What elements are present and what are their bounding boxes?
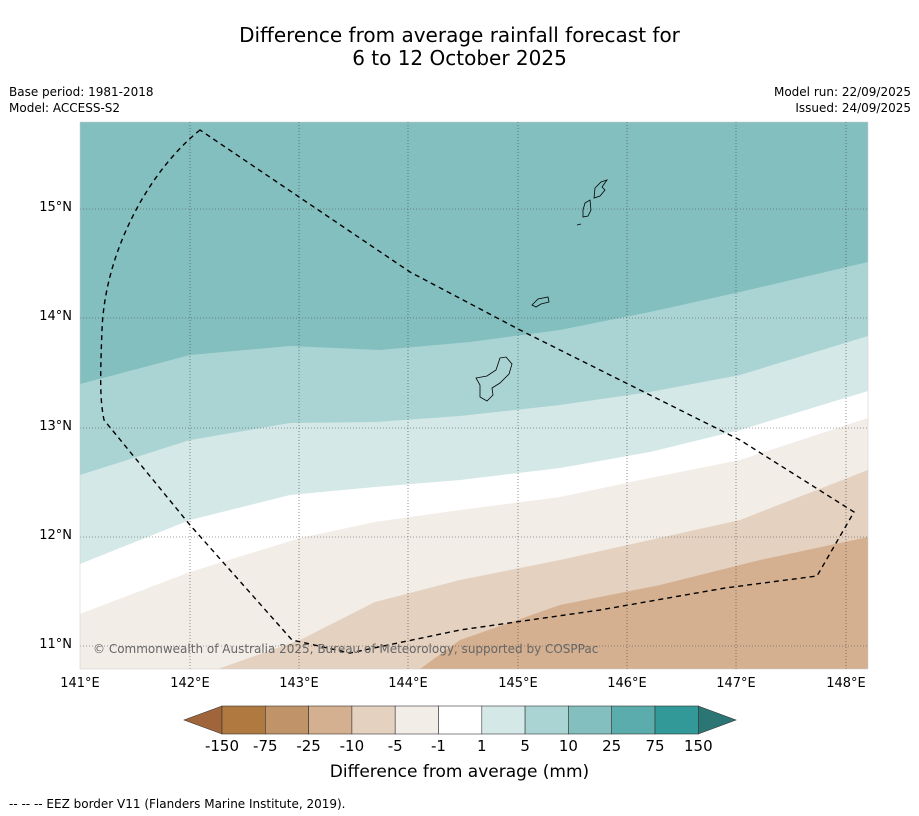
lon-tick-label: 143°E xyxy=(279,676,319,691)
colorbar-tick-label: 75 xyxy=(645,737,665,755)
colorbar-tick-label: 150 xyxy=(683,737,713,755)
island-tinian xyxy=(582,199,592,218)
colorbar-bin xyxy=(394,705,439,735)
island-rota xyxy=(531,296,550,308)
contour-fills xyxy=(80,122,868,669)
graticule xyxy=(80,122,868,669)
chart-title-line-2: 6 to 12 October 2025 xyxy=(352,46,567,70)
lon-tick-label: 144°E xyxy=(388,676,428,691)
map-frame xyxy=(79,121,869,670)
colorbar-title: Difference from average (mm) xyxy=(329,762,590,782)
colorbar-tick-label: 10 xyxy=(558,737,578,755)
colorbar-tick-label: 5 xyxy=(520,737,530,755)
colorbar-tick-label: 25 xyxy=(602,737,622,755)
colorbar-tick-label: -150 xyxy=(204,737,240,755)
model-name: Model: ACCESS-S2 xyxy=(9,101,121,115)
colorbar-bin xyxy=(611,705,656,735)
colorbar-bin xyxy=(524,705,569,735)
model-run: Model run: 22/09/2025 xyxy=(773,85,911,99)
contour-band-10-to-25 xyxy=(80,122,868,384)
lat-tick-label: 11°N xyxy=(39,637,72,652)
lon-tick-label: 141°E xyxy=(60,676,100,691)
colorbar-under-arrow xyxy=(183,705,223,735)
colorbar xyxy=(183,705,737,735)
colorbar-bin xyxy=(481,705,526,735)
colorbar-tick-label: -1 xyxy=(431,737,446,755)
colorbar-tick-label: -5 xyxy=(387,737,403,755)
colorbar-bin xyxy=(351,705,396,735)
island-saipan xyxy=(593,179,609,199)
colorbar-bin xyxy=(654,705,699,735)
lat-tick-label: 12°N xyxy=(39,528,72,543)
colorbar-over-arrow xyxy=(697,705,737,735)
colorbar-bin xyxy=(221,705,266,735)
colorbar-tick-label: -75 xyxy=(253,737,278,755)
islands xyxy=(475,179,609,402)
lat-tick-label: 14°N xyxy=(39,309,72,324)
lon-tick-label: 146°E xyxy=(607,676,647,691)
lon-tick-label: 145°E xyxy=(498,676,538,691)
colorbar-bin xyxy=(568,705,613,735)
colorbar-bin xyxy=(438,705,483,735)
copyright-notice: © Commonwealth of Australia 2025, Bureau… xyxy=(93,642,598,656)
colorbar-tick-label: -10 xyxy=(339,737,365,755)
lon-tick-label: 147°E xyxy=(716,676,756,691)
colorbar-bin xyxy=(308,705,353,735)
lat-tick-label: 15°N xyxy=(39,200,72,215)
colorbar-bin xyxy=(264,705,309,735)
base-period: Base period: 1981-2018 xyxy=(9,85,154,99)
issued-date: Issued: 24/09/2025 xyxy=(795,101,911,115)
lon-tick-label: 148°E xyxy=(826,676,866,691)
colorbar-tick-label: 1 xyxy=(477,737,487,755)
chart-title-line-1: Difference from average rainfall forecas… xyxy=(239,23,680,47)
island-aguijan xyxy=(576,223,582,226)
island-guam xyxy=(475,356,513,402)
eez-border xyxy=(99,129,855,654)
colorbar-tick-label: -25 xyxy=(296,737,321,755)
lat-tick-label: 13°N xyxy=(39,419,72,434)
lon-tick-label: 142°E xyxy=(170,676,210,691)
eez-legend-note: -- -- -- EEZ border V11 (Flanders Marine… xyxy=(9,797,346,811)
